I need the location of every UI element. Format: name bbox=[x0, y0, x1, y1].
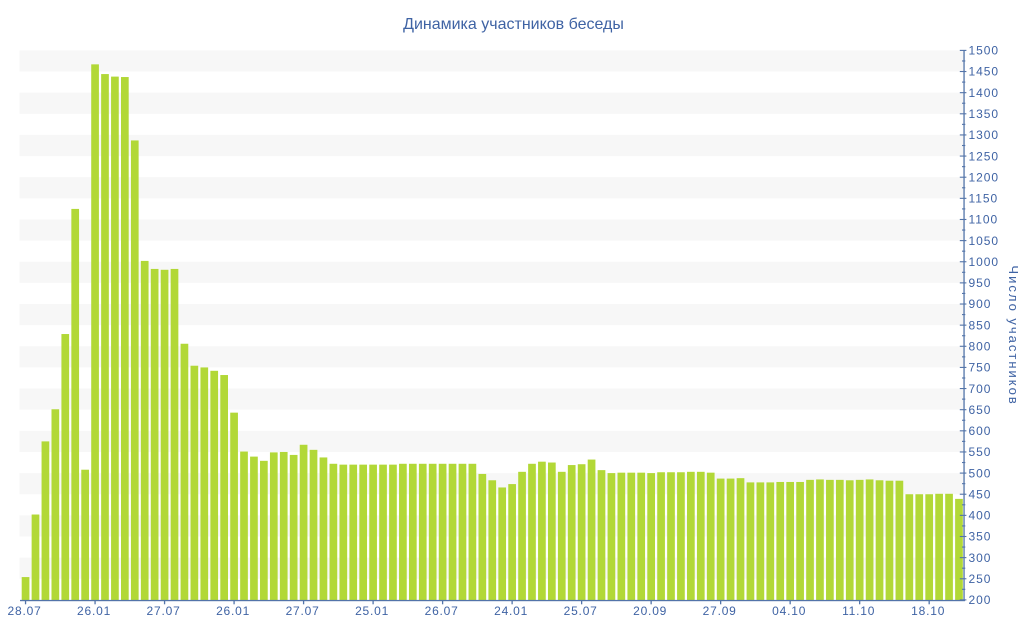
svg-text:24.01: 24.01 bbox=[494, 604, 528, 618]
svg-text:1050: 1050 bbox=[969, 234, 1000, 248]
svg-text:11.10: 11.10 bbox=[842, 604, 875, 618]
svg-text:04.10: 04.10 bbox=[772, 604, 806, 618]
svg-text:26.07: 26.07 bbox=[425, 604, 459, 618]
svg-text:1200: 1200 bbox=[969, 170, 1000, 184]
svg-text:600: 600 bbox=[969, 424, 992, 438]
svg-text:1250: 1250 bbox=[969, 149, 1000, 163]
svg-text:500: 500 bbox=[969, 466, 992, 480]
svg-text:450: 450 bbox=[969, 487, 992, 501]
svg-text:26.01: 26.01 bbox=[77, 604, 111, 618]
svg-text:750: 750 bbox=[969, 361, 992, 375]
svg-text:28.07: 28.07 bbox=[8, 604, 42, 618]
svg-text:200: 200 bbox=[969, 593, 992, 607]
svg-text:1350: 1350 bbox=[969, 107, 1000, 121]
svg-text:25.07: 25.07 bbox=[564, 604, 598, 618]
svg-text:27.07: 27.07 bbox=[286, 604, 320, 618]
svg-text:1500: 1500 bbox=[969, 44, 1000, 58]
svg-text:27.09: 27.09 bbox=[703, 604, 737, 618]
svg-text:20.09: 20.09 bbox=[633, 604, 667, 618]
svg-text:27.07: 27.07 bbox=[147, 604, 181, 618]
svg-text:850: 850 bbox=[969, 318, 992, 332]
svg-text:700: 700 bbox=[969, 382, 992, 396]
svg-text:800: 800 bbox=[969, 339, 992, 353]
svg-text:18.10: 18.10 bbox=[911, 604, 945, 618]
svg-text:550: 550 bbox=[969, 445, 992, 459]
svg-text:650: 650 bbox=[969, 403, 992, 417]
svg-text:1000: 1000 bbox=[969, 255, 1000, 269]
svg-text:900: 900 bbox=[969, 297, 992, 311]
svg-text:250: 250 bbox=[969, 572, 992, 586]
svg-text:1150: 1150 bbox=[969, 192, 999, 206]
svg-text:1100: 1100 bbox=[969, 213, 999, 227]
svg-text:1450: 1450 bbox=[969, 65, 1000, 79]
svg-text:300: 300 bbox=[969, 551, 992, 565]
svg-text:Число участников: Число участников bbox=[1006, 265, 1021, 405]
svg-text:350: 350 bbox=[969, 530, 992, 544]
svg-text:1300: 1300 bbox=[969, 128, 1000, 142]
svg-text:25.01: 25.01 bbox=[355, 604, 389, 618]
svg-text:950: 950 bbox=[969, 276, 992, 290]
svg-text:1400: 1400 bbox=[969, 86, 1000, 100]
svg-text:Динамика участников беседы: Динамика участников беседы bbox=[403, 16, 624, 33]
svg-text:26.01: 26.01 bbox=[216, 604, 250, 618]
svg-text:400: 400 bbox=[969, 509, 992, 523]
